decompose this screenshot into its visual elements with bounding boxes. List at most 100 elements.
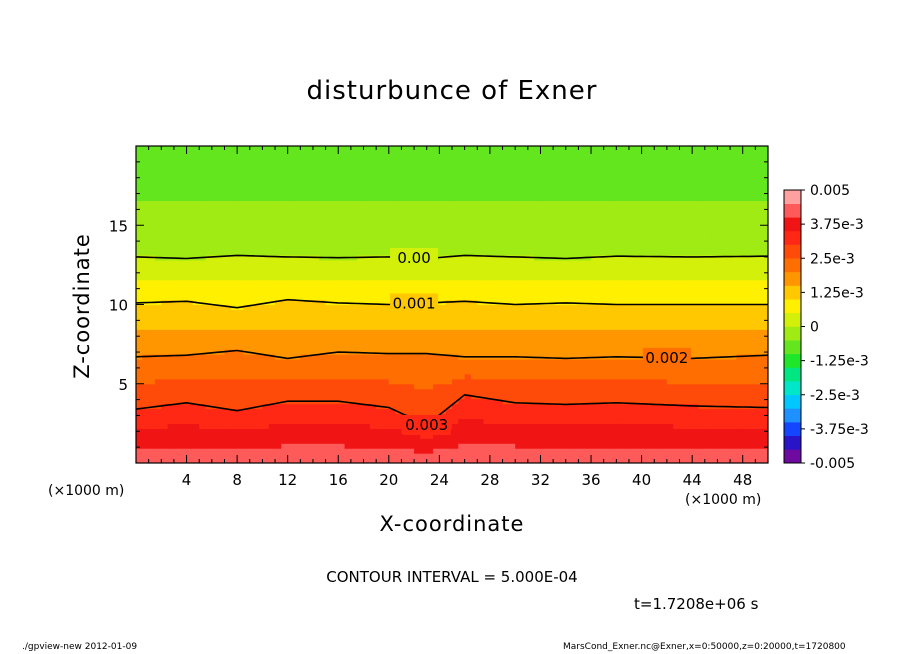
field-cell [546, 235, 554, 241]
field-cell [312, 220, 320, 226]
field-cell [483, 215, 491, 221]
field-cell [306, 408, 314, 415]
field-cell [515, 358, 523, 365]
field-cell [452, 428, 459, 434]
field-cell [559, 373, 567, 380]
field-cell [363, 329, 371, 335]
field-cell [464, 205, 472, 211]
field-cell [439, 190, 447, 197]
field-cell [597, 215, 605, 221]
field-cell [369, 289, 377, 296]
field-cell [287, 190, 295, 197]
field-cell [489, 438, 497, 444]
field-cell [407, 289, 415, 296]
field-cell [211, 294, 219, 301]
field-cell [597, 225, 605, 231]
field-cell [344, 448, 352, 454]
field-cell [294, 225, 301, 231]
field-cell [407, 354, 415, 360]
field-cell [281, 195, 289, 202]
field-cell [173, 289, 181, 296]
field-cell [192, 339, 200, 345]
field-cell [452, 319, 459, 325]
field-cell [382, 269, 390, 276]
field-cell [527, 230, 535, 236]
field-cell [616, 423, 624, 429]
field-cell [262, 235, 270, 241]
field-cell [426, 433, 434, 439]
field-cell [502, 363, 510, 370]
field-cell [325, 309, 333, 315]
field-cell [262, 195, 270, 202]
field-cell [483, 358, 491, 365]
field-cell [521, 180, 529, 187]
field-cell [483, 150, 491, 157]
field-cell [249, 339, 257, 345]
field-cell [268, 358, 276, 365]
field-cell [186, 175, 194, 182]
field-cell [407, 195, 415, 202]
field-cell [388, 453, 396, 459]
field-cell [294, 373, 301, 380]
field-cell [312, 259, 320, 266]
field-cell [180, 205, 188, 211]
field-cell [572, 443, 579, 449]
field-cell [597, 458, 605, 463]
field-cell [470, 334, 478, 340]
field-cell [540, 373, 548, 380]
field-cell [407, 240, 415, 246]
field-cell [508, 448, 516, 454]
field-cell [167, 319, 175, 325]
field-cell [376, 225, 384, 231]
field-cell [237, 170, 245, 177]
field-cell [167, 378, 175, 385]
field-cell [275, 418, 282, 424]
field-cell [382, 165, 390, 172]
field-cell [287, 225, 295, 231]
field-cell [218, 423, 226, 429]
field-cell [312, 334, 320, 340]
field-cell [496, 274, 504, 281]
field-cell [167, 225, 175, 231]
field-cell [142, 274, 150, 281]
field-cell [256, 319, 263, 325]
field-cell [603, 250, 611, 256]
field-cell [597, 438, 605, 444]
field-cell [369, 408, 377, 415]
field-cell [369, 200, 377, 207]
field-cell [496, 240, 504, 246]
field-cell [268, 383, 276, 390]
field-cell [534, 413, 542, 420]
field-cell [294, 309, 301, 315]
field-cell [331, 170, 339, 177]
field-cell [268, 205, 276, 211]
field-cell [268, 150, 276, 157]
field-cell [268, 274, 276, 281]
field-cell [211, 309, 219, 315]
field-cell [136, 175, 143, 182]
field-cell [414, 185, 421, 192]
field-cell [553, 314, 561, 320]
field-cell [275, 309, 282, 315]
field-cell [148, 215, 156, 221]
field-cell [521, 250, 529, 256]
field-cell [268, 245, 276, 251]
field-cell [230, 200, 238, 207]
field-cell [502, 319, 510, 325]
field-cell [578, 185, 586, 192]
field-cell [357, 413, 365, 420]
field-cell [521, 170, 529, 177]
field-cell [300, 458, 308, 463]
field-cell [515, 279, 523, 286]
field-cell [224, 279, 232, 286]
field-cell [439, 250, 447, 256]
field-cell [515, 195, 523, 202]
field-cell [237, 393, 245, 400]
field-cell [148, 448, 156, 454]
field-cell [546, 180, 554, 187]
field-cell [369, 284, 377, 291]
field-cell [243, 175, 251, 182]
field-cell [458, 274, 466, 281]
field-cell [477, 264, 485, 271]
field-cell [268, 170, 276, 177]
